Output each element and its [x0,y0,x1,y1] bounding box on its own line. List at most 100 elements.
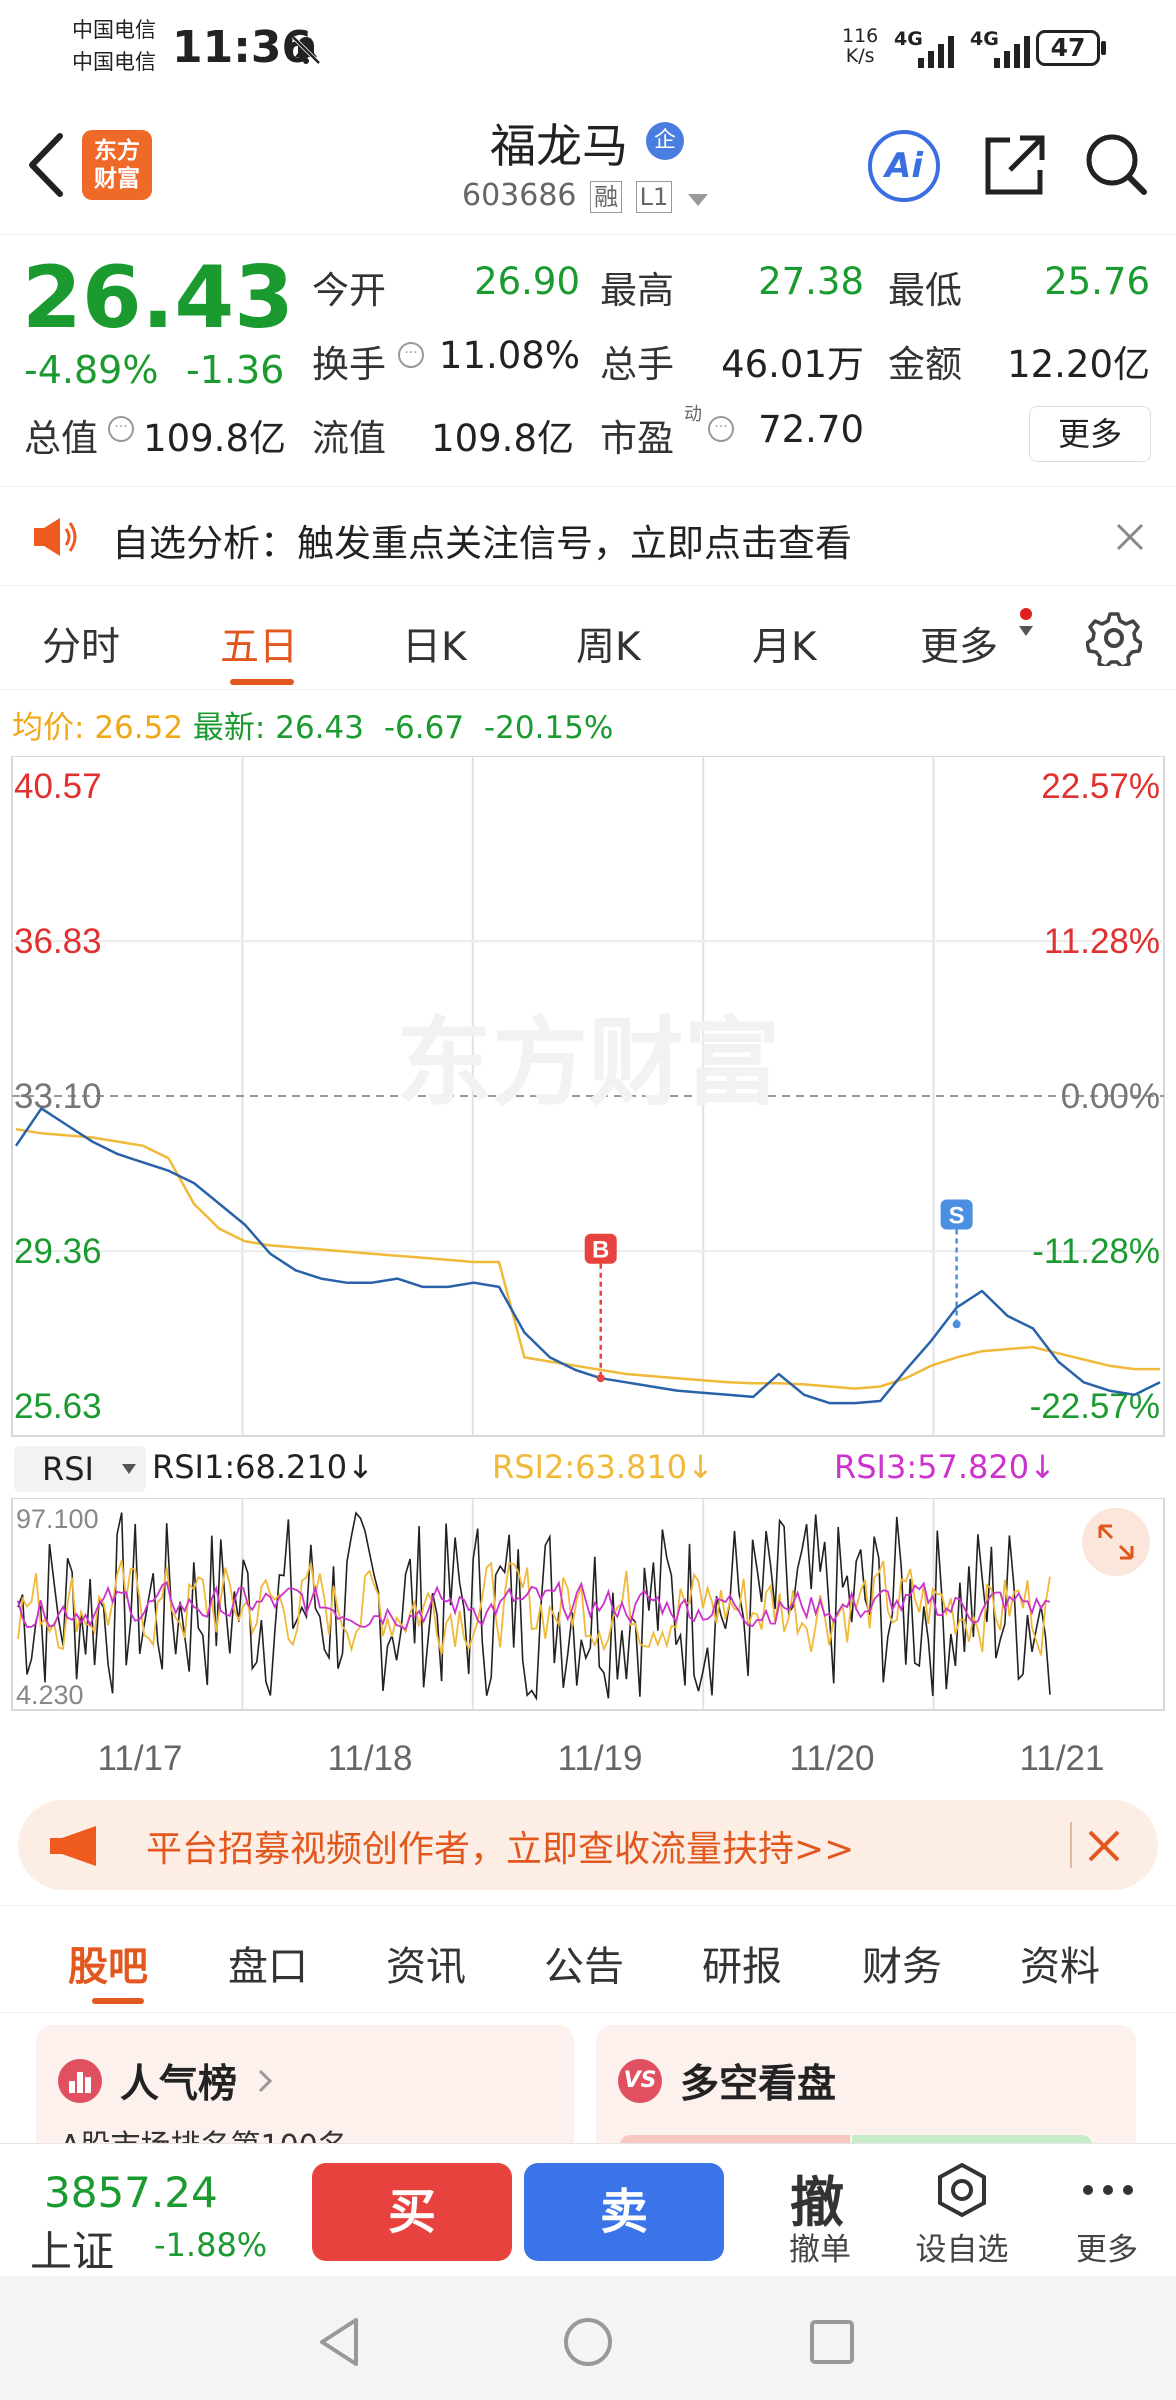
rsi-chart[interactable]: 97.100 4.230 11/17 11/18 11/19 11/20 11/21 [0,1498,1176,1788]
tab-five-day[interactable]: 五日 [220,625,299,670]
rsi1-label: RSI1:68.210↓ [152,1448,374,1486]
nav-home-icon[interactable] [562,2316,614,2368]
quote-panel: 26.43 -4.89% -1.36 今开 26.90 最高 27.38 最低 … [0,236,1176,486]
megaphone-icon [50,1826,96,1866]
rsi1-line [17,1511,1051,1701]
y-tick-label-right: 0.00% [1061,1077,1160,1116]
tab-intraday[interactable]: 分时 [42,625,121,670]
creator-banner[interactable]: 平台招募视频创作者，立即查收流量扶持>> [18,1800,1158,1890]
x-tick-label: 11/20 [790,1739,875,1778]
signal-point [596,1374,605,1383]
mute-bell-icon [291,35,321,65]
stock-code: 603686 融 L1 [462,178,673,213]
subtab-research[interactable]: 研报 [702,1944,782,1990]
banner-text: 平台招募视频创作者，立即查收流量扶持>> [146,1829,855,1870]
net-speed: 116 K/s [842,25,879,67]
long-short-card[interactable]: VS 多空看盘 [596,2025,1136,2155]
y-tick-label-right: 11.28% [1044,922,1160,961]
pe-label: 市盈 [600,417,674,460]
clock: 11:36 [172,22,313,73]
tab-daily-k[interactable]: 日K [402,625,467,670]
subtab-guba[interactable]: 股吧 [68,1944,148,1990]
rsi3-line [17,1580,1051,1631]
share-icon[interactable] [980,130,1050,200]
subtab-announcement[interactable]: 公告 [544,1944,624,1990]
signal-2-icon [994,36,1030,68]
search-icon[interactable] [1082,130,1152,200]
tab-weekly-k[interactable]: 周K [576,625,641,670]
x-tick-label: 11/19 [558,1739,643,1778]
subtab-pankou[interactable]: 盘口 [228,1944,308,1990]
active-tab-underline [230,679,294,685]
rsi-ymin-label: 4.230 [16,1680,84,1710]
signal-label: B [592,1237,609,1264]
nav-back-icon[interactable] [316,2316,364,2368]
pe-dynamic-sup: 动 [684,404,702,425]
system-nav-bar [0,2276,1176,2400]
add-watchlist-icon[interactable] [934,2162,990,2218]
buy-button[interactable]: 买 [312,2163,512,2261]
add-watchlist-label[interactable]: 设自选 [915,2232,1009,2268]
tab-monthly-k[interactable]: 月K [752,625,817,670]
battery-icon: 47 [1036,30,1100,66]
settings-gear-icon[interactable] [1086,610,1142,666]
signal-badge [584,1233,617,1264]
more-dots-icon[interactable] [1080,2170,1136,2210]
more-label[interactable]: 更多 [1076,2232,1138,2268]
popularity-card[interactable]: 人气榜 A股市场排名第100名 [36,2025,574,2155]
y-tick-label-left: 29.36 [14,1232,102,1271]
rsi-dropdown-icon [122,1464,136,1474]
cancel-order-icon[interactable]: 撤 [790,2171,844,2234]
low-label: 最低 [888,269,962,312]
market-cap-label: 总值 [24,417,98,460]
rsi-frame [11,1498,1165,1711]
dropdown-triangle-icon[interactable] [686,190,710,210]
chart-area[interactable]: 均价: 26.52 最新: 26.43 -6.67 -20.15% 40.57 2… [0,690,1176,1790]
quote-more-button[interactable]: 更多 [1029,406,1151,462]
tab-more[interactable]: 更多 [920,625,999,670]
signal-point [952,1320,961,1329]
speaker-icon [34,518,77,556]
index-name[interactable]: 上证 [30,2227,115,2276]
nav-recents-icon[interactable] [808,2318,856,2366]
alert-text: 自选分析：触发重点关注信号，立即点击查看 [112,522,852,565]
eastmoney-logo: 东方 财富 [82,130,152,200]
back-arrow-icon[interactable] [22,130,68,200]
subtab-news[interactable]: 资讯 [386,1944,466,1990]
banner-close-icon[interactable] [1084,1826,1124,1866]
cancel-order-label[interactable]: 撤单 [789,2232,851,2268]
rsi2-line [17,1559,1051,1656]
trade-bar: 3857.24 上证 -1.88% 买 卖 撤 撤单 设自选 更多 [0,2143,1176,2276]
rsi-selector[interactable]: RSI [14,1446,146,1492]
x-tick-label: 11/18 [328,1739,413,1778]
subtab-profile[interactable]: 资料 [1020,1944,1100,1990]
close-icon[interactable] [1112,519,1148,555]
feature-cards: 人气榜 A股市场排名第100名 VS 多空看盘 [0,2013,1176,2155]
subtab-underline [92,1998,144,2004]
enterprise-badge: 企 [646,122,684,160]
subtab-finance[interactable]: 财务 [862,1944,942,1990]
high-value: 27.38 [758,260,864,303]
rsi-ymax-label: 97.100 [16,1504,99,1534]
sell-button[interactable]: 卖 [524,2163,724,2261]
index-value[interactable]: 3857.24 [44,2168,218,2217]
analysis-alert[interactable]: 自选分析：触发重点关注信号，立即点击查看 [0,486,1176,586]
info-icon[interactable]: ··· [108,416,134,442]
y-tick-label-left: 40.57 [14,767,102,806]
signal-2-label: 4G [970,28,999,50]
info-icon[interactable]: ··· [708,416,734,442]
signal-badge [940,1199,973,1230]
price-chart[interactable]: 40.57 22.57% 36.83 11.28% 33.10 0.00% 29.36 -11… [0,756,1176,1456]
turnover-label: 换手 [312,343,386,386]
ai-button[interactable]: Ai [868,130,940,202]
ranking-icon [58,2059,102,2103]
info-icon[interactable]: ··· [398,342,424,368]
rong-badge: 融 [590,181,623,213]
status-bar: 中国电信 中国电信 11:36 116 K/s 4G 4G 47 [0,0,1176,100]
popularity-subtitle: A股市场排名第100名 [60,2129,348,2147]
y-tick-label-left: 36.83 [14,922,102,961]
avg-price-line [15,1127,1160,1390]
signal-label: S [949,1203,965,1230]
pe-value: 72.70 [758,408,864,451]
current-price: 26.43 [22,248,295,348]
